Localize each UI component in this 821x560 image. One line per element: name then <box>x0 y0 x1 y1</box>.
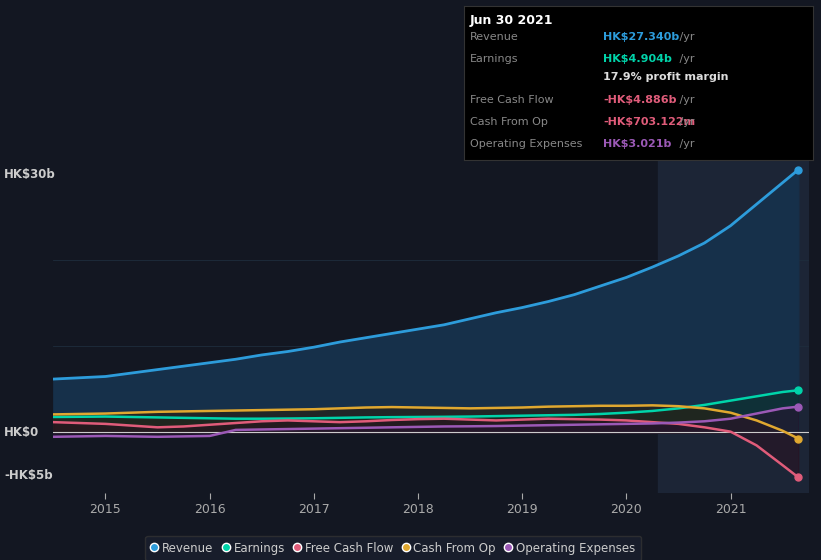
Text: -HK$4.886b: -HK$4.886b <box>603 95 677 105</box>
Text: Operating Expenses: Operating Expenses <box>470 139 582 150</box>
Text: Cash From Op: Cash From Op <box>470 117 548 127</box>
Text: /yr: /yr <box>676 95 695 105</box>
Text: HK$4.904b: HK$4.904b <box>603 54 672 64</box>
Text: /yr: /yr <box>676 54 695 64</box>
Text: HK$3.021b: HK$3.021b <box>603 139 672 150</box>
Text: Free Cash Flow: Free Cash Flow <box>470 95 553 105</box>
Text: -HK$703.122m: -HK$703.122m <box>603 117 695 127</box>
Bar <box>658 157 809 493</box>
Text: -HK$5b: -HK$5b <box>4 469 53 482</box>
Text: /yr: /yr <box>676 139 695 150</box>
Text: HK$27.340b: HK$27.340b <box>603 32 680 42</box>
Text: 17.9% profit margin: 17.9% profit margin <box>603 72 729 82</box>
Text: Revenue: Revenue <box>470 32 518 42</box>
Text: /yr: /yr <box>676 32 695 42</box>
Text: /yr: /yr <box>676 117 695 127</box>
Legend: Revenue, Earnings, Free Cash Flow, Cash From Op, Operating Expenses: Revenue, Earnings, Free Cash Flow, Cash … <box>145 536 641 560</box>
Text: Earnings: Earnings <box>470 54 518 64</box>
Text: Jun 30 2021: Jun 30 2021 <box>470 14 553 27</box>
Text: HK$0: HK$0 <box>4 426 39 439</box>
Text: HK$30b: HK$30b <box>4 167 56 180</box>
